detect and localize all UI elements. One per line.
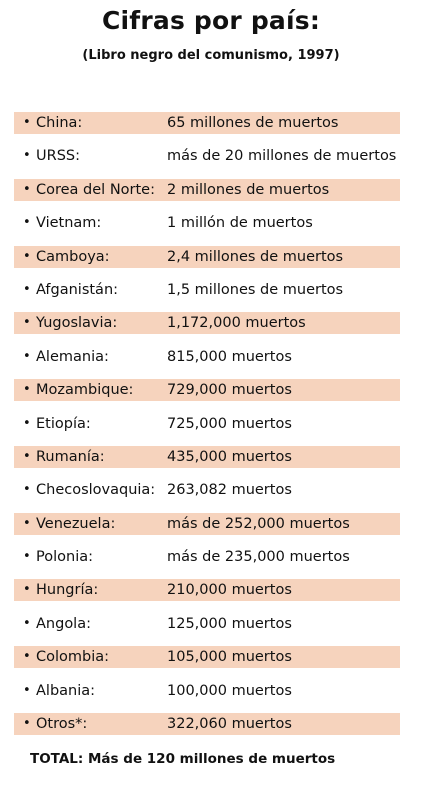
country-name: Colombia:: [36, 649, 110, 666]
country-name: URSS:: [36, 148, 80, 165]
list-item: • Polonia: más de 235,000 muertos: [14, 546, 400, 568]
death-count: 729,000 muertos: [167, 382, 292, 399]
bullet: •: [23, 682, 31, 698]
country-name: Mozambique:: [36, 382, 134, 399]
list-item: • Rumanía: 435,000 muertos: [14, 445, 400, 468]
bullet: •: [23, 281, 31, 297]
page-title: Cifras por país:: [101, 6, 321, 35]
bullet: •: [23, 348, 31, 364]
bullet: •: [23, 181, 31, 197]
page-subtitle: (Libro negro del comunismo, 1997): [82, 48, 340, 63]
death-count: 1,5 millones de muertos: [167, 281, 344, 298]
death-count: 1 millón de muertos: [167, 215, 313, 232]
list-item: • China: 65 millones de muertos: [14, 112, 400, 134]
death-count: 435,000 muertos: [167, 448, 292, 465]
bullet: •: [23, 215, 31, 231]
list-item: • Checoslovaquia: 263,082 muertos: [14, 479, 400, 501]
bullet: •: [23, 549, 31, 565]
death-count: 725,000 muertos: [167, 415, 292, 432]
list-item: • Colombia: 105,000 muertos: [14, 646, 400, 669]
list-item: • Yugoslavia: 1,172,000 muertos: [14, 312, 400, 335]
bullet: •: [23, 115, 31, 130]
list-item: • Otros*: 322,060 muertos: [14, 713, 400, 736]
list-item: • Mozambique: 729,000 muertos: [14, 379, 400, 402]
country-name: China:: [36, 115, 83, 131]
bullet: •: [23, 582, 31, 598]
death-count: 105,000 muertos: [167, 649, 292, 666]
country-name: Camboya:: [36, 248, 110, 265]
list-item: • Hungría: 210,000 muertos: [14, 579, 400, 602]
death-count: 125,000 muertos: [167, 615, 292, 632]
bullet: •: [23, 716, 31, 732]
country-name: Yugoslavia:: [36, 315, 118, 332]
total-summary: TOTAL: Más de 120 millones de muertos: [30, 751, 336, 767]
bullet: •: [23, 415, 31, 431]
list-item: • Albania: 100,000 muertos: [14, 680, 400, 702]
list-item: • Corea del Norte: 2 millones de muertos: [14, 178, 400, 201]
country-name: Corea del Norte:: [36, 181, 155, 198]
death-count: 210,000 muertos: [167, 582, 292, 599]
country-name: Etiopía:: [36, 415, 91, 432]
death-count: 263,082 muertos: [167, 482, 292, 499]
death-count: más de 252,000 muertos: [167, 515, 350, 532]
death-count: 2,4 millones de muertos: [167, 248, 344, 265]
country-name: Alemania:: [36, 348, 109, 365]
bullet: •: [23, 315, 31, 331]
list-item: • URSS: más de 20 millones de muertos: [14, 145, 400, 167]
bullet: •: [23, 448, 31, 464]
bullet: •: [23, 649, 31, 665]
list-item: • Etiopía: 725,000 muertos: [14, 413, 400, 435]
country-name: Polonia:: [36, 549, 93, 566]
country-list: • China: 65 millones de muertos • URSS: …: [14, 112, 400, 746]
death-count: 322,060 muertos: [167, 716, 292, 733]
country-name: Angola:: [36, 615, 91, 632]
death-count: 2 millones de muertos: [167, 181, 330, 198]
country-name: Checoslovaquia:: [36, 482, 156, 499]
country-name: Venezuela:: [36, 515, 116, 532]
bullet: •: [23, 482, 31, 498]
bullet: •: [23, 515, 31, 531]
death-count: 65 millones de muertos: [167, 115, 339, 131]
country-name: Vietnam:: [36, 215, 102, 232]
country-name: Otros*:: [36, 716, 88, 733]
list-item: • Vietnam: 1 millón de muertos: [14, 212, 400, 234]
death-count: 100,000 muertos: [167, 682, 292, 699]
list-item: • Afganistán: 1,5 millones de muertos: [14, 279, 400, 301]
death-count: más de 235,000 muertos: [167, 549, 350, 566]
country-name: Afganistán:: [36, 281, 119, 298]
list-item: • Angola: 125,000 muertos: [14, 613, 400, 635]
death-count: más de 20 millones de muertos: [167, 148, 397, 165]
death-count: 815,000 muertos: [167, 348, 292, 365]
list-item: • Venezuela: más de 252,000 muertos: [14, 512, 400, 535]
country-name: Rumanía:: [36, 448, 105, 465]
list-item: • Alemania: 815,000 muertos: [14, 346, 400, 368]
list-item: • Camboya: 2,4 millones de muertos: [14, 245, 400, 268]
bullet: •: [23, 615, 31, 631]
bullet: •: [23, 248, 31, 264]
country-name: Albania:: [36, 682, 96, 699]
bullet: •: [23, 382, 31, 398]
bullet: •: [23, 148, 31, 164]
death-count: 1,172,000 muertos: [167, 315, 306, 332]
country-name: Hungría:: [36, 582, 99, 599]
